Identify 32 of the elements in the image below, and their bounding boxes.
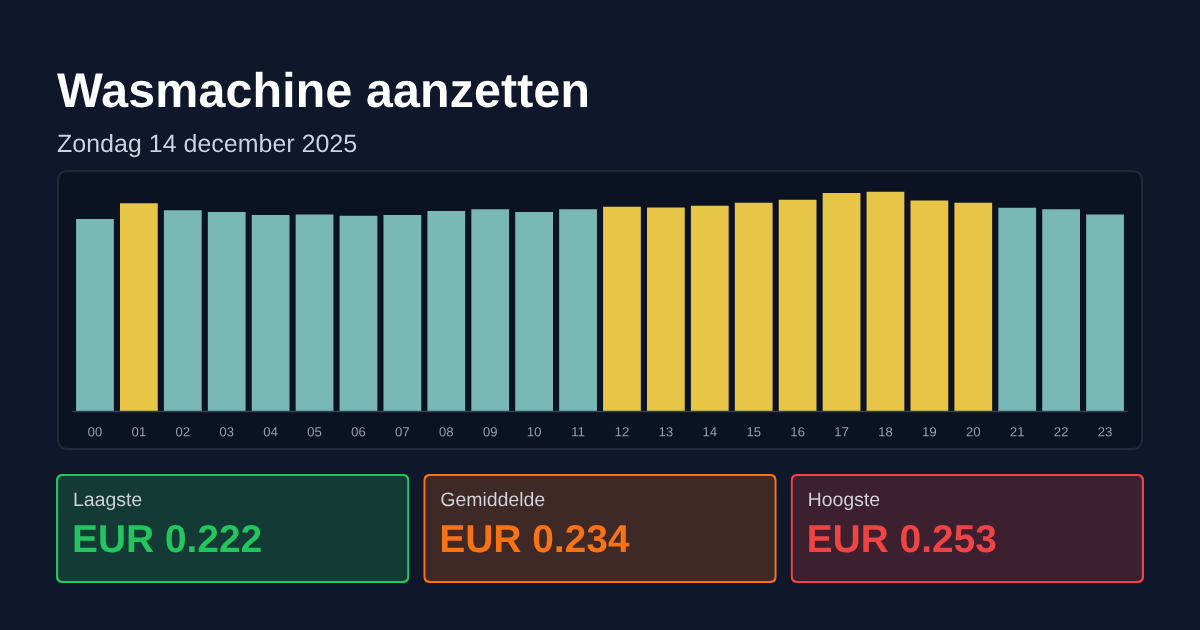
chart-title: Wasmachine aanzetten <box>57 71 588 108</box>
text: Laagste <box>74 492 142 511</box>
x-tick-label: 09 <box>483 427 497 437</box>
x-tick-label: 13 <box>659 427 673 437</box>
x-tick-label: 10 <box>527 427 541 437</box>
x-tick-label: 05 <box>307 427 322 437</box>
x-tick-label: 11 <box>572 427 585 437</box>
x-tick-label: 16 <box>791 427 805 437</box>
text: EUR 0.222 <box>74 524 261 553</box>
x-tick-label: 23 <box>1098 427 1112 437</box>
x-tick-label: 22 <box>1054 427 1068 437</box>
x-tick-label: 03 <box>219 427 234 437</box>
x-tick-label: 06 <box>351 427 366 437</box>
chart-subtitle: Zondag 14 december 2025 <box>57 133 357 158</box>
text: Gemiddelde <box>441 491 545 507</box>
x-tick-label: 17 <box>835 427 849 437</box>
x-tick-label: 00 <box>88 427 102 437</box>
text: EUR 0.253 <box>809 524 996 553</box>
x-tick-label: 15 <box>747 427 761 437</box>
x-tick-label: 08 <box>439 427 454 437</box>
x-tick-label: 07 <box>395 427 410 437</box>
x-tick-label: 19 <box>923 427 937 437</box>
x-tick-label: 18 <box>879 427 893 437</box>
x-tick-label: 14 <box>703 427 717 437</box>
x-tick-label: 12 <box>615 427 629 437</box>
text: EUR 0.234 <box>441 524 630 553</box>
x-tick-label: 20 <box>966 427 981 437</box>
text: Hoogste <box>809 492 880 511</box>
x-tick-label: 21 <box>1010 427 1024 437</box>
x-tick-label: 04 <box>263 427 278 437</box>
x-tick-label: 02 <box>175 427 190 437</box>
x-tick-label: 01 <box>132 427 146 437</box>
